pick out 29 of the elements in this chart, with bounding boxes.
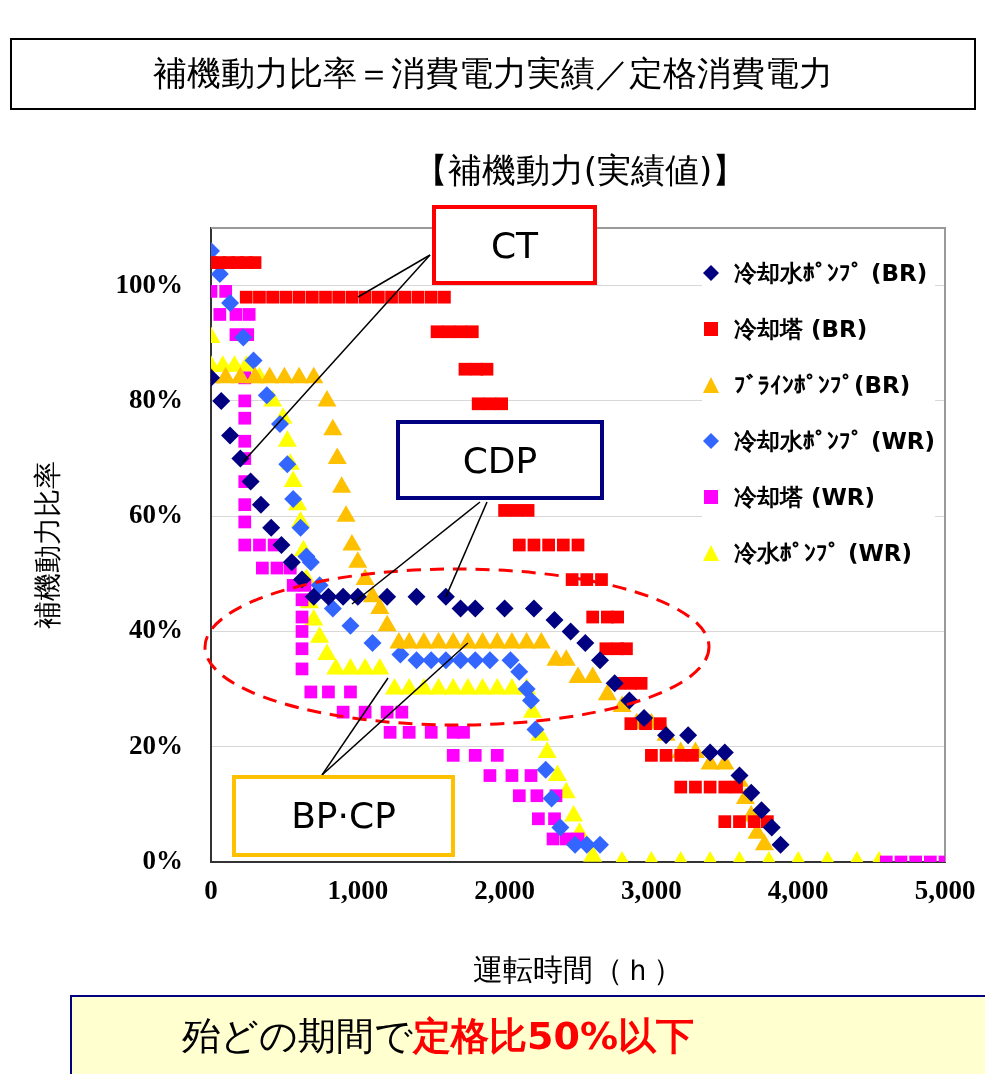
text: 殆どの期間で bbox=[182, 1014, 413, 1058]
text: 定格比50%以下 bbox=[413, 1014, 694, 1058]
annotation: CDP bbox=[396, 420, 604, 500]
legend-label: ﾌﾞﾗｲﾝﾎﾟﾝﾌﾟ(BR) bbox=[733, 372, 911, 398]
legend-label: 冷却水ﾎﾟﾝﾌﾟ (BR) bbox=[733, 258, 928, 288]
legend-label: 冷却水ﾎﾟﾝﾌﾟ (WR) bbox=[733, 426, 935, 456]
x-tick-label: 4,000 bbox=[767, 875, 829, 906]
y-tick-label: 20% bbox=[129, 729, 183, 760]
y-tick-label: 0% bbox=[142, 844, 183, 875]
y-tick-label: 40% bbox=[129, 614, 183, 645]
y-tick-label: 100% bbox=[115, 268, 183, 299]
legend-label: 冷水ﾎﾟﾝﾌﾟ (WR) bbox=[733, 538, 912, 568]
callout-box: CDP bbox=[352, 420, 604, 604]
annotation: CT bbox=[432, 205, 597, 285]
legend-label: 冷却塔 (WR) bbox=[733, 482, 875, 512]
annotation: BP·CP bbox=[232, 774, 455, 857]
x-tick-label: 5,000 bbox=[914, 875, 976, 906]
y-tick-label: 60% bbox=[129, 499, 183, 530]
x-tick-label: 1,000 bbox=[327, 875, 389, 906]
text: 補機動力比率＝消費電力実績／定格消費電力 bbox=[10, 38, 976, 110]
x-tick-label: 0 bbox=[204, 875, 218, 906]
legend-label: 冷却塔 (BR) bbox=[733, 314, 868, 344]
x-tick-label: 3,000 bbox=[621, 875, 682, 906]
x-axis-title: 運転時間（ｈ） bbox=[472, 951, 684, 989]
chart-title: 【補機動力(実績値)】 bbox=[412, 149, 748, 192]
y-tick-label: 80% bbox=[129, 383, 183, 414]
y-axis-title: 補機動力比率 bbox=[30, 461, 65, 629]
x-tick-label: 2,000 bbox=[474, 875, 535, 906]
callout-box: BP·CP bbox=[232, 642, 468, 857]
